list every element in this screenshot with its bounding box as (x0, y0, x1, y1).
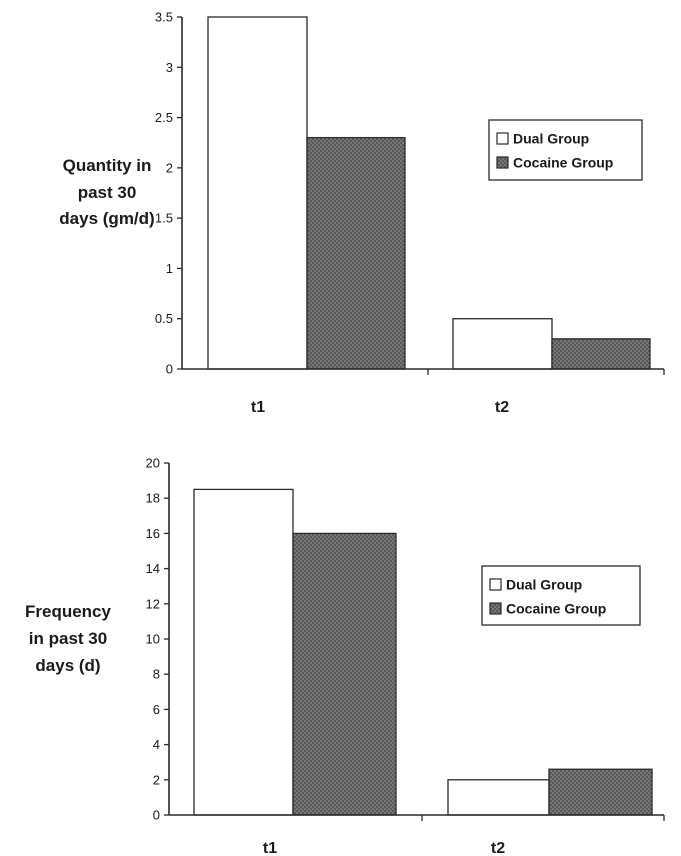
y-tick-label: 18 (146, 491, 160, 506)
y-tick-label: 1.5 (155, 211, 173, 226)
y-axis-label: Quantity in (63, 156, 152, 175)
legend-swatch (496, 132, 509, 145)
y-axis-label: Frequency (25, 602, 112, 621)
x-category-label: t1 (251, 399, 265, 416)
y-tick-label: 16 (146, 526, 160, 541)
y-axis-label: past 30 (78, 183, 137, 202)
legend-swatch (496, 156, 509, 169)
y-tick-label: 20 (146, 456, 160, 471)
y-tick-label: 12 (146, 596, 160, 611)
y-tick-label: 0.5 (155, 311, 173, 326)
y-tick-label: 2.5 (155, 110, 173, 125)
y-tick-label: 0 (153, 808, 160, 823)
y-tick-label: 4 (153, 737, 160, 752)
legend-label: Dual Group (506, 577, 582, 593)
bar-dual-group-t1 (193, 488, 294, 816)
legend-label: Dual Group (513, 131, 589, 147)
x-category-label: t2 (491, 840, 505, 856)
y-axis-label: days (gm/d) (59, 209, 154, 228)
y-tick-label: 3.5 (155, 10, 173, 25)
quantity-chart: 0 0.5 1 1.5 2 2.5 3 3.5 t1 t2 Quantity in past 30 da… (59, 10, 665, 416)
legend-box (481, 565, 641, 626)
x-category-label: t1 (263, 840, 277, 856)
bar-cocaine-group-t1 (292, 532, 397, 816)
y-tick-label: 1 (166, 261, 173, 276)
y-tick-label: 2 (166, 160, 173, 175)
bar-cocaine-group-t2 (551, 338, 651, 370)
y-tick-label: 0 (166, 362, 173, 377)
legend-swatch (489, 602, 502, 615)
x-category-label: t2 (495, 399, 509, 416)
bar-dual-group-t2 (452, 318, 553, 370)
legend-box (488, 119, 643, 181)
legend-label: Cocaine Group (506, 601, 606, 617)
y-axis-label: in past 30 (29, 629, 107, 648)
bar-cocaine-group-t1 (306, 137, 406, 370)
legend-label: Cocaine Group (513, 155, 613, 171)
y-tick-label: 8 (153, 667, 160, 682)
bar-cocaine-group-t2 (548, 768, 653, 816)
y-tick-label: 2 (153, 772, 160, 787)
frequency-chart: 0 2 4 6 8 10 12 14 16 18 20 t1 t2 Frequency in past 30… (25, 456, 665, 856)
y-tick-label: 14 (146, 561, 160, 576)
legend-swatch (489, 578, 502, 591)
y-tick-label: 6 (153, 702, 160, 717)
y-tick-label: 10 (146, 632, 160, 647)
bar-dual-group-t2 (447, 779, 550, 816)
y-axis-label: days (d) (35, 656, 100, 675)
bar-dual-group-t1 (207, 16, 308, 370)
y-tick-label: 3 (166, 60, 173, 75)
